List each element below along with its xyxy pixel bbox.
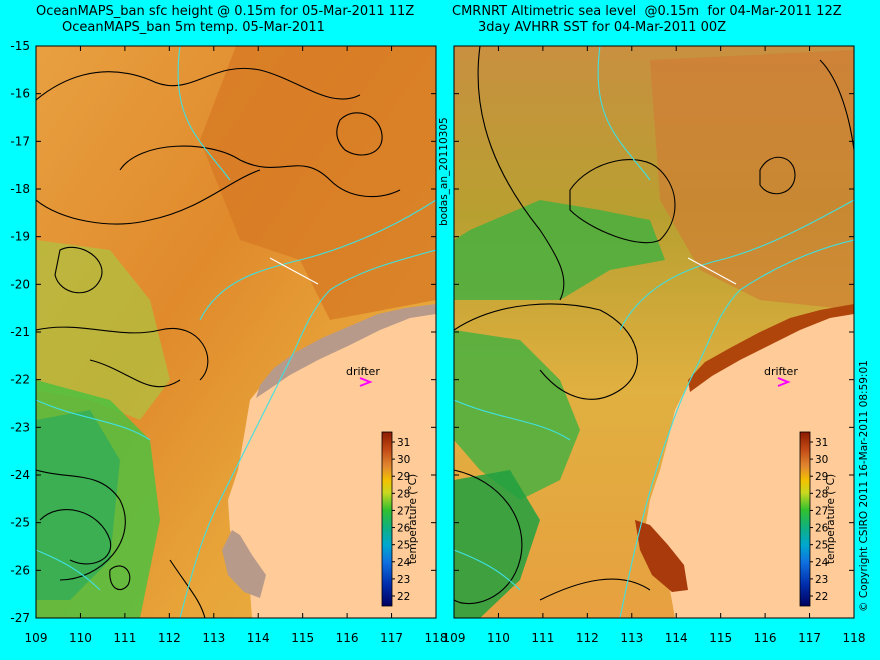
colorbar-tick-label: 24 — [815, 557, 829, 569]
lat-tick-label: -20 — [10, 277, 30, 291]
colorbar-tick-label: 23 — [815, 574, 828, 586]
right-depth-contours — [454, 46, 854, 618]
lon-tick-label: 110 — [69, 631, 92, 645]
left-colorbar — [381, 431, 393, 607]
left-title-line1: OceanMAPS_ban sfc height @ 0.15m for 05-… — [36, 4, 415, 19]
colorbar-tick-label: 30 — [397, 454, 410, 466]
colorbar-tick-label: 28 — [397, 488, 410, 500]
lon-tick-label: 111 — [531, 631, 554, 645]
lon-tick-label: 109 — [25, 631, 48, 645]
copyright-label: © Copyright CSIRO 2011 16-Mar-2011 08:59… — [858, 360, 870, 612]
lat-tick-label: -26 — [10, 563, 30, 577]
lon-tick-label: 116 — [754, 631, 777, 645]
colorbar-tick-label: 28 — [815, 488, 828, 500]
right-title-line2: 3day AVHRR SST for 04-Mar-2011 00Z — [478, 20, 727, 35]
lon-tick-label: 118 — [425, 631, 448, 645]
lon-tick-label: 117 — [380, 631, 403, 645]
right-warm-patch — [650, 50, 854, 310]
lon-tick-label: 117 — [798, 631, 821, 645]
lon-tick-label: 109 — [443, 631, 466, 645]
lat-tick-label: -24 — [10, 468, 30, 482]
lat-tick-label: -18 — [10, 182, 30, 196]
lon-tick-label: 116 — [336, 631, 359, 645]
colorbar-tick-label: 26 — [815, 523, 829, 535]
right-colorbar — [799, 431, 811, 607]
colorbar-label: temperature (°C) — [407, 474, 419, 564]
left-drifter-marker — [359, 377, 373, 387]
colorbar-tick-label: 30 — [815, 454, 828, 466]
colorbar-tick-label: 31 — [397, 437, 410, 449]
colorbar-tick-label: 22 — [397, 591, 410, 603]
lon-tick-label: 111 — [113, 631, 136, 645]
left-coolest-patch — [36, 410, 120, 600]
lat-tick-label: -17 — [10, 134, 30, 148]
left-height-contours — [36, 67, 401, 618]
lat-tick-label: -19 — [10, 230, 30, 244]
right-map-panel — [454, 46, 854, 618]
lon-tick-label: 113 — [202, 631, 225, 645]
left-title-line2: OceanMAPS_ban 5m temp. 05-Mar-2011 — [62, 20, 325, 35]
run-id-label: bodas_an_20110305 — [438, 117, 450, 226]
lon-tick-label: 110 — [487, 631, 510, 645]
colorbar-tick-label: 29 — [815, 471, 828, 483]
colorbar-tick-label: 27 — [815, 505, 828, 517]
lat-tick-label: -25 — [10, 516, 30, 530]
colorbar-tick-label: 23 — [397, 574, 410, 586]
lon-tick-label: 112 — [576, 631, 599, 645]
left-warm-patch — [200, 46, 436, 320]
colorbar-tick-label: 25 — [815, 540, 828, 552]
lat-tick-label: -21 — [10, 325, 30, 339]
right-title-line1: CMRNRT Altimetric sea level @0.15m for 0… — [452, 4, 842, 19]
right-green-southwest — [454, 470, 540, 618]
colorbar-tick-label: 22 — [815, 591, 828, 603]
left-coastal-grid-cells — [256, 304, 436, 398]
right-height-contours — [454, 46, 854, 605]
lat-tick-label: -23 — [10, 420, 30, 434]
right-green-west — [454, 330, 580, 500]
colorbar-tick-label: 26 — [397, 523, 411, 535]
lon-tick-label: 115 — [291, 631, 314, 645]
right-gulf-warm — [635, 520, 688, 592]
lat-tick-label: -16 — [10, 87, 30, 101]
right-coastal-warm-strip — [688, 304, 854, 392]
lon-tick-label: 113 — [620, 631, 643, 645]
right-green-band-north — [454, 200, 665, 300]
axis-layer: -15 -16 -17 -18 -19 -20 -21 -22 -23 -24 -25 -26 -27 1… — [10, 39, 865, 645]
colorbar-tick-label: 25 — [397, 540, 410, 552]
right-drifter-marker — [777, 377, 791, 387]
colorbar-tick-label: 24 — [397, 557, 411, 569]
lon-tick-label: 114 — [665, 631, 688, 645]
right-drifter-track — [687, 257, 737, 285]
left-map-panel — [36, 46, 436, 618]
colorbar-tick-label: 27 — [397, 505, 410, 517]
left-drifter-track — [269, 257, 319, 285]
colorbar-tick-label: 29 — [397, 471, 410, 483]
lat-tick-label: -27 — [10, 611, 30, 625]
right-drifter-label: drifter — [764, 365, 798, 378]
lon-tick-label: 115 — [709, 631, 732, 645]
lat-tick-label: -15 — [10, 39, 30, 53]
lon-tick-label: 112 — [158, 631, 181, 645]
left-depth-contours — [36, 46, 436, 618]
colorbar-label: temperature (°C) — [825, 474, 837, 564]
lon-tick-label: 114 — [247, 631, 270, 645]
colorbar-tick-label: 31 — [815, 437, 828, 449]
lon-tick-label: 118 — [843, 631, 866, 645]
lat-tick-label: -22 — [10, 373, 30, 387]
left-drifter-label: drifter — [346, 365, 380, 378]
left-gulf-cells — [222, 530, 266, 598]
